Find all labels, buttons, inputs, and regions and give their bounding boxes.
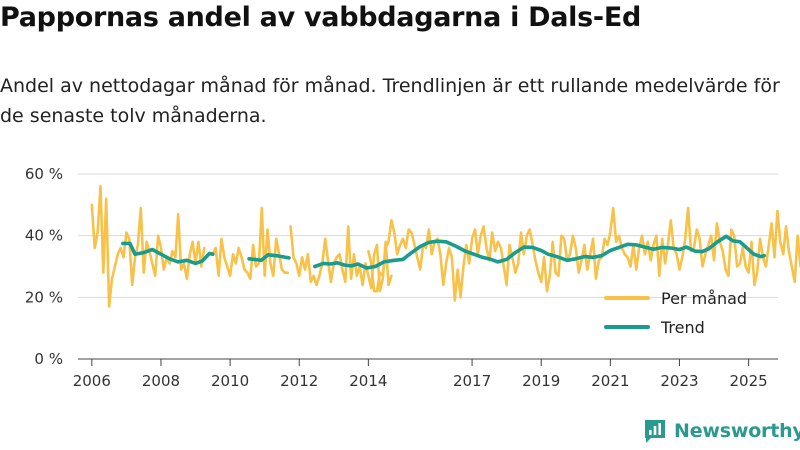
x-tick-label-2014: 2014 (349, 372, 387, 390)
chart-title: Pappornas andel av vabbdagarna i Dals-Ed (0, 2, 641, 33)
trend-line-segment-1 (247, 253, 291, 263)
x-tick-label-2010: 2010 (211, 372, 249, 390)
monthly-line-segment-0 (90, 185, 206, 308)
y-tick-label-40: 40 % (25, 227, 63, 245)
y-tick-label-0: 0 % (34, 350, 63, 368)
x-tick-label-2021: 2021 (591, 372, 629, 390)
legend-monthly-label: Per månad (661, 289, 747, 308)
series-trend (121, 234, 767, 270)
trend-line-segment-0 (121, 241, 215, 266)
x-tick-label-2019: 2019 (522, 372, 560, 390)
chart-subtitle: Andel av nettodagar månad för månad. Tre… (0, 75, 780, 127)
legend-trend-label: Trend (660, 318, 705, 337)
monthly-line-segment-1 (211, 206, 290, 281)
x-tick-label-2023: 2023 (660, 372, 698, 390)
newsworthy-logo-icon (645, 420, 665, 443)
newsworthy-logo-text: Newsworthy (674, 420, 800, 442)
series-monthly (90, 185, 800, 308)
x-axis: 2006 2008 2010 2012 2014 2017 2019 2021 2023 2025 (73, 359, 768, 390)
x-tick-label-2025: 2025 (730, 372, 768, 390)
x-tick-label-2006: 2006 (73, 372, 111, 390)
y-tick-label-60: 60 % (25, 165, 63, 183)
newsworthy-logo: Newsworthy (643, 418, 800, 444)
monthly-line-segment-3 (367, 206, 800, 302)
x-tick-label-2012: 2012 (280, 372, 318, 390)
legend: Per månad Trend (604, 289, 747, 337)
x-tick-label-2008: 2008 (142, 372, 180, 390)
x-tick-label-2017: 2017 (453, 372, 491, 390)
monthly-line-segment-2 (289, 225, 393, 293)
y-axis-tick-labels: 0 % 20 % 40 % 60 % (25, 165, 63, 368)
trend-line-segment-2 (312, 234, 767, 270)
y-tick-label-20: 20 % (25, 288, 63, 306)
